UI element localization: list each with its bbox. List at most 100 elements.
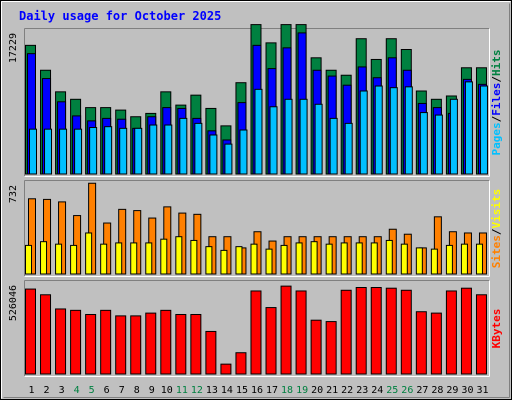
visits-bar	[430, 248, 438, 275]
kbytes-bar	[340, 289, 352, 375]
visits-legend-item-0: Sites	[490, 235, 503, 268]
pages-bar	[44, 128, 53, 175]
requests-day-28	[430, 98, 443, 175]
pages-bar	[29, 128, 37, 175]
kbytes-bar	[130, 315, 142, 375]
pages-bar	[89, 127, 98, 175]
kbytes-bar	[460, 287, 472, 375]
day-label: 24	[371, 385, 383, 396]
visits-bar	[400, 243, 408, 275]
visits-bar	[145, 242, 153, 275]
requests-day-31	[475, 67, 488, 175]
visits-day-5	[85, 182, 97, 275]
visits-day-11	[175, 212, 187, 275]
kbytes-bar	[400, 289, 412, 375]
kbytes-bar	[100, 309, 112, 375]
day-label: 4	[74, 385, 80, 396]
requests-day-7	[115, 109, 128, 175]
day-label: 20	[311, 385, 323, 396]
kbytes-bar	[325, 321, 337, 375]
kbytes-bar	[355, 287, 367, 375]
visits-bar	[250, 243, 258, 275]
day-label: 15	[236, 385, 248, 396]
day-label: 13	[206, 385, 218, 396]
visits-bar	[475, 243, 483, 275]
visits-ymax-label: 732	[8, 185, 19, 203]
pages-bar	[479, 85, 488, 175]
day-label: 16	[251, 385, 263, 396]
visits-day-10	[160, 206, 172, 275]
requests-legend-text: Pages/Files/Hits	[490, 50, 503, 156]
visits-bar	[175, 236, 183, 275]
day-label: 3	[59, 385, 65, 396]
pages-bar	[179, 117, 188, 175]
pages-bar	[434, 114, 443, 175]
requests-day-17	[265, 42, 278, 175]
visits-day-18	[280, 236, 292, 275]
visits-day-24	[370, 236, 382, 275]
requests-day-15	[235, 82, 248, 175]
pages-bar	[449, 98, 458, 175]
pages-bar	[299, 98, 308, 175]
pages-bar	[149, 124, 158, 175]
visits-bar	[205, 246, 213, 275]
visits-bar	[415, 247, 423, 275]
day-label: 9	[149, 385, 155, 396]
day-label: 28	[431, 385, 443, 396]
visits-bar	[220, 249, 228, 275]
kbytes-bar	[25, 288, 36, 375]
chart-title: Daily usage for October 2025	[19, 9, 221, 23]
visits-bar	[355, 242, 363, 275]
requests-day-16	[250, 24, 263, 175]
visits-bar	[40, 241, 48, 275]
day-label: 14	[221, 385, 233, 396]
requests-day-8	[130, 116, 143, 175]
requests-day-6	[100, 107, 113, 175]
kbytes-ymax-label: 526046	[8, 285, 19, 321]
pages-bar	[224, 143, 233, 175]
requests-day-14	[220, 125, 233, 175]
visits-bar	[130, 242, 138, 275]
pages-bar	[209, 134, 218, 175]
requests-day-23	[355, 38, 368, 175]
visits-panel	[24, 180, 490, 277]
visits-bar	[280, 244, 288, 275]
visits-day-20	[310, 236, 322, 275]
kbytes-bar	[265, 307, 277, 375]
kbytes-legend-text: KBytes	[490, 309, 503, 349]
visits-legend: Sites/Visits	[490, 189, 503, 269]
visits-legend-item-1: /	[490, 228, 503, 235]
day-label: 30	[461, 385, 473, 396]
kbytes-bar	[250, 290, 262, 375]
visits-day-13	[205, 236, 217, 275]
day-label: 12	[191, 385, 203, 396]
pages-bar	[329, 117, 338, 175]
kbytes-bar	[445, 290, 457, 375]
requests-legend: Pages/Files/Hits	[490, 50, 503, 156]
day-label: 25	[386, 385, 398, 396]
pages-bar	[164, 124, 173, 175]
visits-bar	[310, 241, 318, 275]
requests-day-10	[160, 91, 173, 175]
requests-day-24	[370, 58, 383, 175]
requests-day-9	[145, 112, 158, 175]
pages-bar	[104, 126, 113, 175]
day-label: 7	[119, 385, 125, 396]
kbytes-panel	[24, 280, 490, 377]
visits-day-19	[295, 236, 307, 275]
requests-legend-item-3: /	[490, 76, 503, 83]
visits-bar	[340, 242, 348, 275]
pages-bar	[269, 106, 278, 175]
day-label: 27	[416, 385, 428, 396]
visits-day-8	[130, 210, 142, 275]
visits-bar	[445, 244, 453, 275]
pages-bar	[119, 127, 128, 175]
requests-day-27	[415, 90, 428, 175]
day-label: 29	[446, 385, 458, 396]
requests-legend-item-1: /	[490, 115, 503, 122]
kbytes-bar	[310, 319, 322, 375]
day-label: 19	[296, 385, 308, 396]
visits-bar	[385, 239, 393, 275]
visits-bar	[235, 246, 243, 275]
